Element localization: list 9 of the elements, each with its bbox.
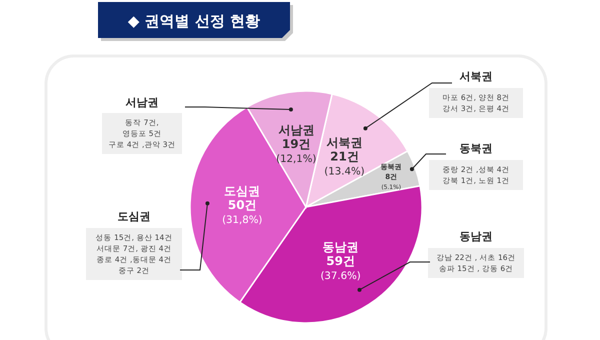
- data-label: 50건 (31,8%): [222, 198, 262, 226]
- slice-label: 서남권: [278, 123, 314, 138]
- slice-label: 도심권: [224, 184, 260, 198]
- data-label: 21건 (13.4%): [324, 149, 365, 178]
- data-label: 59건 (37.6%): [320, 254, 361, 282]
- slice-label: 동남권: [322, 240, 359, 254]
- slice-label: 서북권: [326, 135, 362, 150]
- chart-title: ◆ 권역별 선정 현황: [128, 12, 260, 30]
- data-label: 19건 (12,1%): [276, 137, 316, 166]
